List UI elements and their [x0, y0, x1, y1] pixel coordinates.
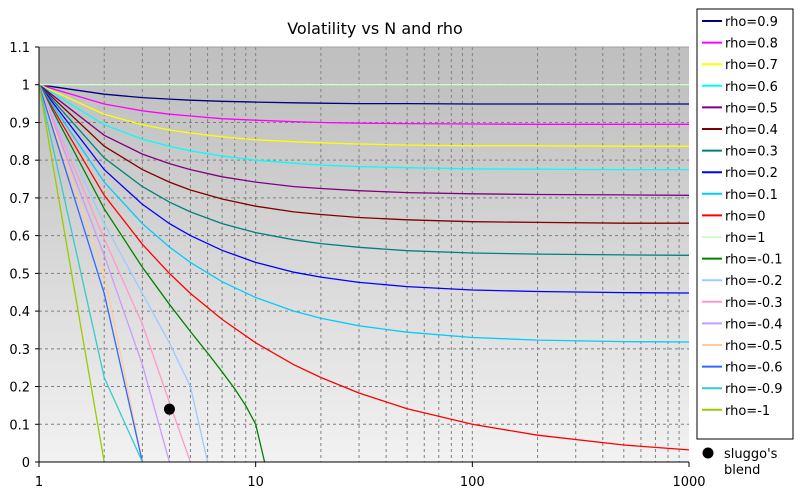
x-tick-label: 10 — [247, 475, 264, 490]
series-line-rho--1 — [38, 84, 105, 463]
legend-label: blend — [724, 463, 760, 478]
legend-label: rho=-0.9 — [725, 382, 783, 397]
series-line-rho-0.2 — [38, 84, 690, 294]
y-tick-label: 0.7 — [9, 192, 30, 207]
y-tick-label: 0.4 — [9, 305, 30, 320]
legend-marker — [702, 447, 714, 459]
y-tick-label: 0.3 — [9, 343, 30, 358]
y-tick-label: 0.8 — [9, 154, 30, 169]
legend-label: rho=-0.1 — [725, 253, 783, 268]
legend-label: rho=0 — [725, 209, 765, 224]
series-group — [38, 84, 690, 463]
legend: rho=0.9 rho=0.8 rho=0.7 rho=0.6 rho=0.5 rho=0… — [696, 8, 794, 478]
axes: 0 0.1 0.2 0.3 0.4 0.5 0.6 0.7 0.8 0.9 1 1.1 1 10 100 10… — [9, 41, 705, 490]
legend-label: rho=0.4 — [725, 123, 778, 138]
y-tick-label: 0.9 — [9, 116, 30, 131]
series-line-rho-0.4 — [38, 84, 689, 224]
legend-label: sluggo's — [724, 447, 778, 462]
series-line-rho--0.3 — [38, 84, 192, 463]
legend-label: rho=0.9 — [725, 15, 778, 30]
legend-label: rho=-0.4 — [725, 317, 783, 332]
series-line-rho-0.9 — [38, 84, 689, 105]
series-line-rho--0.5 — [38, 84, 144, 463]
legend-label: rho=1 — [725, 231, 765, 246]
legend-label: rho=0.3 — [725, 145, 778, 160]
series-line-rho-0.8 — [38, 84, 689, 125]
points-group — [163, 403, 175, 415]
chart-title: Volatility vs N and rho — [287, 19, 463, 38]
legend-label: rho=-0.5 — [725, 339, 783, 354]
series-line-rho-0.3 — [38, 84, 690, 256]
y-tick-label: 0.6 — [9, 230, 30, 245]
series-line-rho--0.6 — [38, 84, 144, 463]
series-line-rho--0.1 — [38, 84, 266, 463]
legend-label: rho=-0.3 — [725, 296, 783, 311]
y-tick-label: 1 — [22, 79, 30, 94]
legend-label: rho=-1 — [725, 404, 770, 419]
legend-label: rho=0.8 — [725, 37, 778, 52]
series-line-rho-0.1 — [38, 84, 690, 343]
series-line-rho-0.7 — [38, 84, 689, 147]
x-tick-label: 100 — [460, 475, 485, 490]
legend-label: rho=0.1 — [725, 188, 778, 203]
series-line-rho--0.4 — [38, 84, 171, 463]
y-tick-label: 1.1 — [9, 41, 30, 56]
series-line-rho--0.9 — [38, 84, 143, 463]
series-line-rho-0.6 — [38, 84, 689, 171]
scatter-point-sluggos-blend — [163, 403, 175, 415]
legend-label: rho=0.7 — [725, 58, 778, 73]
x-tick-label: 1000 — [672, 475, 705, 490]
series-line-rho--0.2 — [38, 84, 209, 463]
series-line-rho-0.5 — [38, 84, 690, 196]
legend-label: rho=0.6 — [725, 80, 778, 95]
legend-label: rho=0.2 — [725, 166, 778, 181]
legend-label: rho=-0.2 — [725, 274, 783, 289]
series-line-rho-0 — [38, 84, 690, 451]
y-tick-label: 0.2 — [9, 381, 30, 396]
legend-label: rho=-0.6 — [725, 361, 783, 376]
y-tick-label: 0 — [22, 456, 30, 471]
y-tick-label: 0.5 — [9, 267, 30, 282]
legend-label: rho=0.5 — [725, 101, 778, 116]
x-tick-label: 1 — [35, 475, 43, 490]
y-tick-label: 0.1 — [9, 418, 30, 433]
